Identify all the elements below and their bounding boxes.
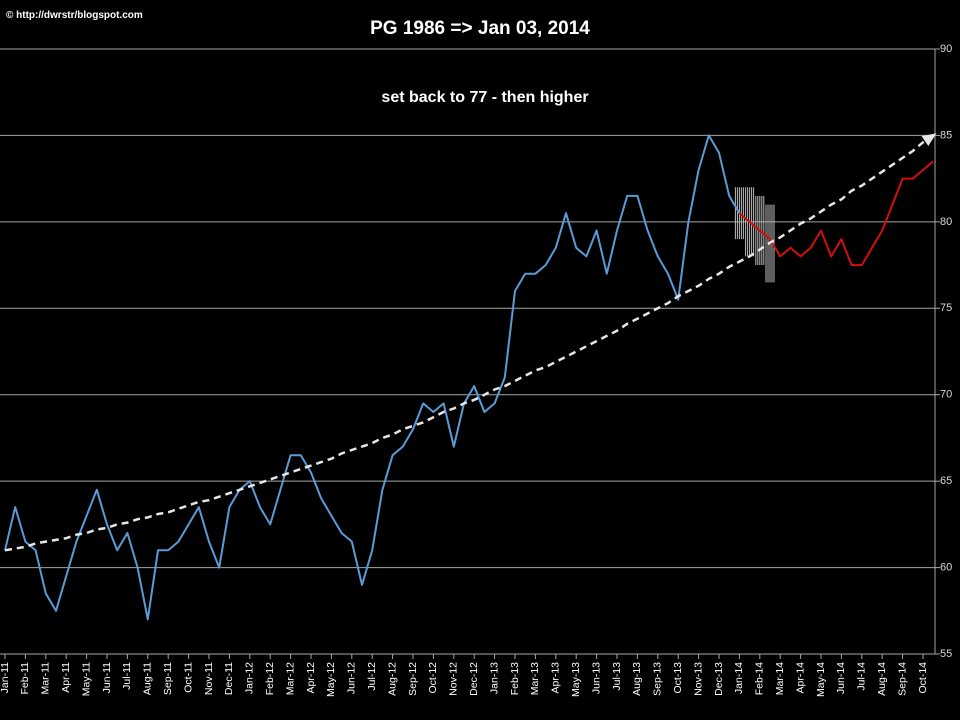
y-tick-label: 60 xyxy=(940,561,952,573)
x-tick-label: Jul-11 xyxy=(121,662,133,690)
x-tick-label: Sep-14 xyxy=(896,662,908,696)
x-tick-label: Jul-12 xyxy=(366,662,378,691)
x-tick-label: Sep-11 xyxy=(162,662,174,695)
x-tick-label: Jun-13 xyxy=(590,662,602,694)
x-tick-label: Mar-14 xyxy=(774,662,786,695)
arrow-head xyxy=(921,133,937,146)
x-tick-label: Apr-12 xyxy=(305,662,317,694)
y-tick-label: 90 xyxy=(940,43,952,55)
x-tick-label: Oct-11 xyxy=(182,662,194,693)
x-tick-label: May-14 xyxy=(815,662,827,697)
x-tick-label: Apr-11 xyxy=(60,662,72,693)
x-tick-label: Aug-14 xyxy=(876,662,888,696)
x-tick-label: Jun-11 xyxy=(101,662,113,693)
x-tick-label: Feb-14 xyxy=(754,662,766,695)
x-tick-label: Jan-12 xyxy=(244,662,256,694)
credit: © http://dwrstr/blogspot.com xyxy=(6,10,143,21)
x-tick-label: May-12 xyxy=(325,662,337,697)
x-tick-label: May-11 xyxy=(80,662,92,696)
x-tick-label: Oct-14 xyxy=(917,662,929,694)
x-tick-label: Apr-14 xyxy=(794,662,806,694)
x-tick-label: Aug-12 xyxy=(386,662,398,696)
x-tick-label: Feb-11 xyxy=(19,662,31,695)
y-tick-label: 70 xyxy=(940,389,952,401)
x-tick-label: Mar-13 xyxy=(529,662,541,695)
x-tick-label: Oct-12 xyxy=(427,662,439,694)
x-tick-label: Sep-12 xyxy=(407,662,419,696)
chart-subtitle: set back to 77 - then higher xyxy=(381,89,588,106)
x-tick-label: Aug-11 xyxy=(142,662,154,695)
x-tick-label: Oct-13 xyxy=(672,662,684,694)
x-tick-label: Mar-12 xyxy=(284,662,296,695)
x-tick-label: May-13 xyxy=(570,662,582,697)
x-tick-label: Dec-12 xyxy=(468,662,480,696)
x-tick-label: Nov-13 xyxy=(692,662,704,696)
x-tick-label: Jul-14 xyxy=(856,662,868,691)
x-tick-label: Dec-13 xyxy=(713,662,725,696)
x-tick-label: Dec-11 xyxy=(223,662,235,695)
x-tick-label: Jul-13 xyxy=(611,662,623,691)
series-line xyxy=(4,134,934,552)
x-tick-label: Jun-14 xyxy=(835,662,847,694)
x-tick-label: Nov-11 xyxy=(203,662,215,695)
y-tick-label: 75 xyxy=(940,302,952,314)
y-tick-label: 85 xyxy=(940,129,952,141)
chart-title: PG 1986 => Jan 03, 2014 xyxy=(370,18,590,39)
x-tick-label: Apr-13 xyxy=(550,662,562,694)
x-tick-label: Jan-13 xyxy=(488,662,500,694)
x-tick-label: Nov-12 xyxy=(448,662,460,696)
x-tick-label: Jan-14 xyxy=(733,662,745,694)
x-tick-label: Jan-11 xyxy=(0,662,11,693)
y-tick-label: 80 xyxy=(940,216,952,228)
x-tick-label: Mar-11 xyxy=(40,662,52,695)
series-line xyxy=(4,134,741,621)
x-tick-label: Feb-13 xyxy=(509,662,521,695)
x-tick-label: Jun-12 xyxy=(346,662,358,694)
x-tick-label: Aug-13 xyxy=(631,662,643,696)
y-tick-label: 55 xyxy=(940,648,952,660)
y-tick-label: 65 xyxy=(940,475,952,487)
x-tick-label: Feb-12 xyxy=(264,662,276,695)
x-tick-label: Sep-13 xyxy=(652,662,664,696)
